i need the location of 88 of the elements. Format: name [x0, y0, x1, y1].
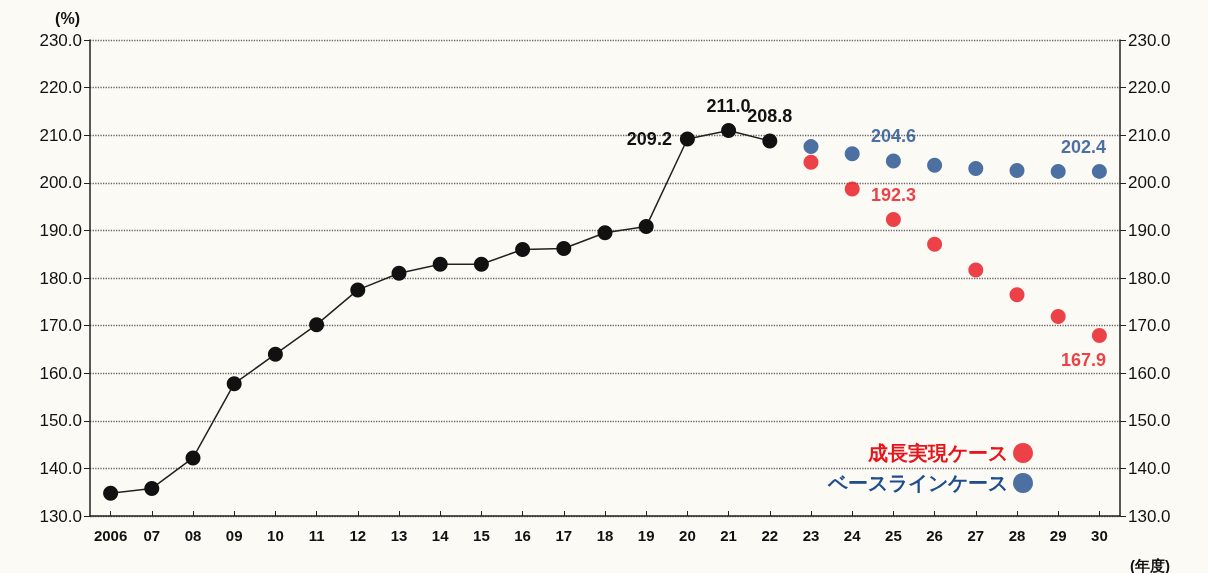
data-label: 204.6 [870, 126, 916, 147]
y-tick-label: 220.0 [39, 78, 82, 98]
point [350, 282, 366, 298]
y-tick-label: 140.0 [39, 458, 82, 478]
y2-tick-label: 200.0 [1128, 173, 1171, 193]
y-tick-label: 190.0 [39, 220, 82, 240]
point [844, 181, 860, 197]
point [185, 450, 201, 466]
y2-tick-label: 170.0 [1128, 316, 1171, 336]
data-label: 167.9 [1060, 350, 1106, 371]
x-tick-label: 2006 [93, 527, 128, 544]
x-tick-label: 15 [473, 527, 490, 544]
point [1091, 328, 1107, 344]
x-tick-label: 20 [679, 527, 696, 544]
x-tick-label: 12 [349, 527, 367, 544]
x-tick-label: 10 [267, 527, 284, 544]
point [968, 262, 984, 278]
point [391, 265, 407, 281]
point [597, 225, 613, 241]
point [638, 219, 654, 235]
x-tick-label: 09 [225, 527, 243, 544]
legend-label: 成長実現ケース [867, 442, 1008, 464]
y2-tick-label: 150.0 [1128, 411, 1171, 431]
y-tick-label: 210.0 [39, 125, 82, 145]
point [1050, 309, 1066, 325]
point [144, 480, 160, 496]
y2-tick-label: 140.0 [1128, 458, 1171, 478]
point [267, 346, 283, 362]
data-label: 192.3 [870, 184, 916, 205]
point [844, 146, 860, 162]
x-tick-label: 17 [555, 527, 573, 544]
point [473, 256, 489, 272]
point [721, 122, 737, 138]
point [309, 317, 325, 333]
point [927, 236, 943, 252]
point [968, 161, 984, 177]
y2-tick-label: 230.0 [1128, 30, 1171, 50]
x-tick-label: 16 [514, 527, 531, 544]
x-tick-label: 27 [967, 527, 985, 544]
x-tick-label: 11 [308, 527, 325, 544]
point [1091, 163, 1107, 179]
point [803, 139, 819, 155]
x-tick-label: 30 [1091, 527, 1108, 544]
x-tick-label: 07 [143, 527, 161, 544]
y-tick-label: 160.0 [39, 363, 82, 383]
x-tick-label: 26 [926, 527, 943, 544]
x-tick-label: 24 [843, 527, 862, 544]
y-tick-label: 180.0 [39, 268, 82, 288]
data-label: 202.4 [1060, 136, 1106, 157]
x-tick-label: 22 [761, 527, 779, 544]
y-tick-label: 150.0 [39, 411, 82, 431]
x-tick-label: 19 [637, 527, 655, 544]
point [885, 211, 901, 227]
point [1009, 162, 1025, 178]
x-tick-label: 18 [596, 527, 614, 544]
x-tick-label: 21 [720, 527, 737, 544]
y-tick-label: 130.0 [39, 506, 82, 526]
point [1050, 163, 1066, 179]
y2-tick-label: 190.0 [1128, 220, 1171, 240]
y-tick-label: 170.0 [39, 316, 82, 336]
point [762, 133, 778, 149]
y2-tick-label: 160.0 [1128, 363, 1171, 383]
point [556, 240, 572, 256]
y-tick-label: 200.0 [39, 173, 82, 193]
point [103, 485, 119, 501]
y2-tick-label: 210.0 [1128, 125, 1171, 145]
point [803, 154, 819, 170]
x-tick-label: 25 [885, 527, 902, 544]
point [226, 376, 242, 392]
point [885, 153, 901, 169]
legend-label: ベースラインケース [827, 472, 1008, 494]
x-tick-label: 29 [1049, 527, 1067, 544]
y2-tick-label: 180.0 [1128, 268, 1171, 288]
y2-tick-label: 220.0 [1128, 78, 1171, 98]
y-tick-label: 230.0 [39, 30, 82, 50]
x-tick-label: 28 [1008, 527, 1026, 544]
y-axis-title: (%) [55, 9, 80, 27]
x-tick-label: 14 [431, 527, 450, 544]
y2-tick-label: 130.0 [1128, 506, 1171, 526]
point [515, 241, 531, 257]
x-tick-label: 13 [390, 527, 408, 544]
data-label: 209.2 [626, 129, 672, 150]
x-tick-label: 23 [802, 527, 820, 544]
point [1009, 287, 1025, 303]
x-tick-label: 08 [184, 527, 202, 544]
point [927, 157, 943, 173]
point [432, 256, 448, 272]
point [679, 131, 695, 147]
